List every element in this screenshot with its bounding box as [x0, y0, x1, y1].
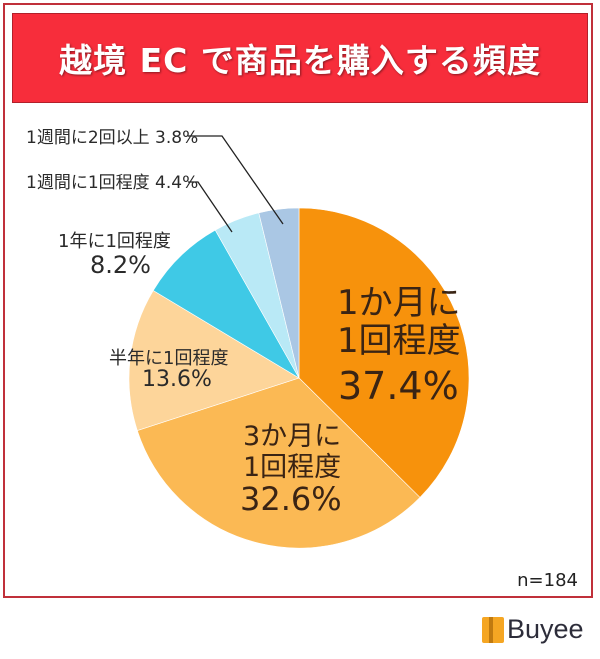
gift-box-icon: [482, 616, 504, 643]
chart-title: 越境 EC で商品を購入する頻度: [59, 41, 541, 80]
label-quarterly-line1: 3か月に: [243, 421, 342, 452]
label-quarterly-pct: 32.6%: [240, 480, 342, 518]
title-banner: 越境 EC で商品を購入する頻度: [12, 13, 588, 103]
pie-slice: [152, 229, 300, 379]
pie-slice: [298, 207, 470, 498]
brand-name: Buyee: [507, 614, 584, 644]
label-quarterly-line2: 1回程度: [243, 452, 342, 483]
label-halfyear: 半年に1回程度: [109, 348, 229, 369]
pie-slice: [128, 290, 300, 431]
label-weekly-once: 1週間に1回程度 4.4%: [26, 173, 199, 193]
label-monthly-line1: 1か月に: [337, 283, 461, 323]
label-yearly: 1年に1回程度: [58, 231, 171, 252]
brand-logo: Buyee: [482, 614, 584, 645]
label-monthly-pct: 37.4%: [338, 364, 459, 408]
label-halfyear-pct: 13.6%: [142, 367, 212, 392]
pie-slice: [258, 207, 300, 379]
leader-line: [188, 135, 284, 225]
label-monthly-line2: 1回程度: [337, 321, 461, 361]
label-yearly-pct: 8.2%: [90, 251, 151, 279]
label-weekly-twice: 1週間に2回以上 3.8%: [26, 128, 199, 148]
leader-line: [188, 181, 233, 233]
sample-size: n=184: [517, 570, 578, 591]
pie-slice: [136, 377, 421, 549]
label-quarterly: 3か月に 1回程度: [243, 421, 341, 483]
label-monthly: 1か月に 1回程度: [337, 284, 461, 360]
